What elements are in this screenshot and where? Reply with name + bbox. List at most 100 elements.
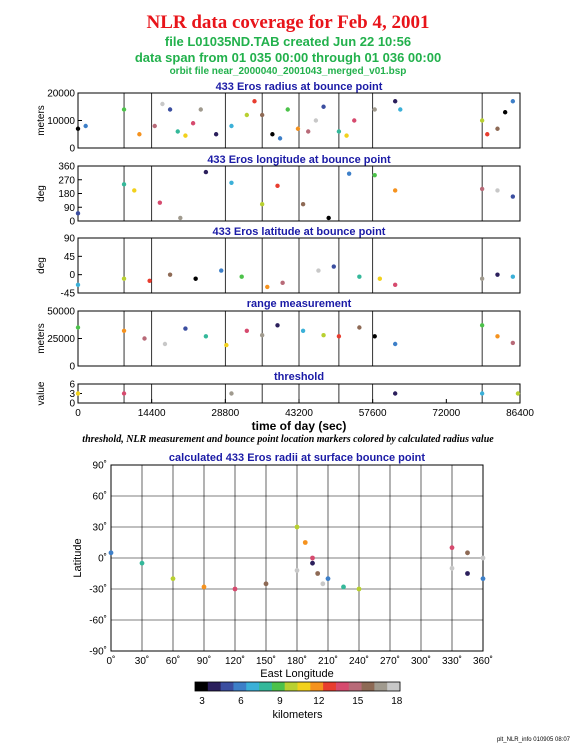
map-ytick-label-4: 30˚ xyxy=(93,522,107,534)
map-xtick-label-4: 120˚ xyxy=(225,655,245,667)
colorbar-tick-label-2: 9 xyxy=(277,696,283,707)
colorbar-swatch-11 xyxy=(335,682,350,691)
panel-5-ytick-label-1: 3 xyxy=(69,389,75,400)
panel-1-point-0-18 xyxy=(285,107,290,112)
panel-1-point-0-23 xyxy=(336,129,342,134)
panel-4-point-0-16 xyxy=(479,323,485,328)
panel-5-ytick-label-2: 6 xyxy=(69,380,75,391)
panel-1-point-0-33 xyxy=(510,99,516,104)
footer-stamp: plt_NLR_info 010905 08:07 xyxy=(496,737,570,743)
panel-1-point-0-25 xyxy=(352,118,357,123)
colorbar-tick-label-1: 6 xyxy=(238,696,244,707)
panel-1-point-0-24 xyxy=(344,133,349,138)
panel-2-point-0-3 xyxy=(157,200,163,205)
panel-3-point-0-13 xyxy=(392,282,398,288)
panel-4-point-0-6 xyxy=(224,342,229,348)
panel-1-point-0-26 xyxy=(372,107,377,112)
map-track-0-point-9 xyxy=(341,584,346,590)
panel-2-point-0-2 xyxy=(132,188,137,193)
panel-5-point-0-0 xyxy=(75,391,81,396)
map-xlabel: East Longitude xyxy=(260,668,333,680)
panel-3-point-0-1 xyxy=(121,276,127,281)
file-info: file L01035ND.TAB created Jun 22 10:56 xyxy=(164,34,412,49)
map-track-1-point-2 xyxy=(310,555,315,561)
panel-2-ytick-label-3: 270 xyxy=(58,175,75,186)
map-track-3-point-0 xyxy=(449,565,455,571)
map-track-1-point-3 xyxy=(315,571,321,576)
panel-5-point-0-5 xyxy=(515,391,521,396)
panel-1-point-0-12 xyxy=(229,123,234,129)
panel-3-point-0-7 xyxy=(265,284,270,290)
panel-1-ylabel: meters xyxy=(36,105,47,136)
panel-2-point-0-8 xyxy=(275,183,280,189)
map-track-0-point-2 xyxy=(170,576,176,582)
panel-3-ytick-label-0: -45 xyxy=(61,289,76,300)
panel-3-point-0-9 xyxy=(316,268,321,273)
panel-1-point-0-7 xyxy=(175,129,180,134)
panel-4-point-0-8 xyxy=(259,333,265,338)
colorbar-tick-label-3: 12 xyxy=(313,696,325,707)
colorbar-tick-label-4: 15 xyxy=(352,696,364,707)
map-track-2-point-0 xyxy=(449,545,455,551)
panel-4-ytick-label-2: 50000 xyxy=(47,307,75,318)
panel-4-ytick-label-0: 0 xyxy=(69,362,75,373)
map-track-0-point-1 xyxy=(139,560,145,566)
map-xtick-label-8: 240˚ xyxy=(349,655,369,667)
panel-title-5: threshold xyxy=(274,371,324,383)
map-track-2-point-2 xyxy=(480,555,486,561)
panel-1-ytick-label-1: 10000 xyxy=(47,116,75,127)
colorbar-tick-label-0: 3 xyxy=(199,696,205,707)
panel-2-ylabel: deg xyxy=(36,185,47,202)
panel-2-point-0-12 xyxy=(372,172,377,178)
figure-caption: threshold, NLR measurement and bounce po… xyxy=(82,434,494,445)
panel-3-point-0-11 xyxy=(357,274,362,279)
panel-title-4: range measurement xyxy=(247,298,352,310)
panel-4-point-0-13 xyxy=(357,325,362,330)
panel-4-ylabel: meters xyxy=(36,323,47,354)
map-xtick-label-12: 360˚ xyxy=(473,655,493,667)
panel-1-point-0-16 xyxy=(270,132,275,137)
panel-4-point-0-18 xyxy=(510,340,516,346)
panel-5-point-0-2 xyxy=(229,391,234,396)
panel-1-point-0-6 xyxy=(167,107,173,112)
panel-1-point-0-3 xyxy=(137,132,142,137)
map-track-0-point-5 xyxy=(263,581,269,587)
panel-4-point-0-15 xyxy=(392,341,398,347)
colorbar-swatch-7 xyxy=(284,682,298,691)
panel-5-ytick-label-0: 0 xyxy=(69,399,75,410)
map-track-0-point-3 xyxy=(201,584,207,590)
orbit-file-info: orbit file near_2000040_2001043_merged_v… xyxy=(169,66,407,77)
panel-4-point-0-17 xyxy=(495,334,500,339)
panel-2-point-0-11 xyxy=(346,171,352,176)
map-track-0-point-4 xyxy=(232,586,238,592)
panel-1-point-0-4 xyxy=(152,123,157,129)
panel-3-point-0-14 xyxy=(479,276,485,281)
map-xtick-label-11: 330˚ xyxy=(442,655,462,667)
panel-4-point-0-12 xyxy=(336,334,342,339)
panel-4-point-0-3 xyxy=(162,341,168,347)
panel-1-point-0-1 xyxy=(83,123,88,129)
panel-3-ylabel: deg xyxy=(36,257,47,274)
panel-2-point-0-5 xyxy=(203,169,209,175)
panel-5-point-0-3 xyxy=(392,391,398,396)
panel-2-point-0-13 xyxy=(392,188,398,193)
map-track-2-point-1 xyxy=(465,550,470,556)
panel-4-point-0-2 xyxy=(142,336,147,341)
colorbar-swatch-10 xyxy=(323,682,337,691)
map-track-0-point-7 xyxy=(310,560,315,566)
panel-1-point-0-15 xyxy=(259,112,265,118)
colorbar-swatch-6 xyxy=(271,682,286,691)
map-xtick-label-6: 180˚ xyxy=(287,655,307,667)
panel-3-point-0-15 xyxy=(495,272,500,277)
map-ytick-label-6: 90˚ xyxy=(93,460,107,472)
map-xtick-label-5: 150˚ xyxy=(256,655,276,667)
map-track-1-point-4 xyxy=(320,581,326,587)
panel-1-point-0-13 xyxy=(244,112,250,118)
panel-1-point-0-21 xyxy=(313,118,319,123)
panel-2-point-0-14 xyxy=(479,186,485,192)
map-track-0-point-10 xyxy=(356,586,362,592)
panel-5-point-0-1 xyxy=(121,391,127,396)
map-ytick-label-0: -90˚ xyxy=(89,646,107,658)
panel-1-point-0-29 xyxy=(479,118,485,123)
colorbar-swatch-14 xyxy=(374,682,388,691)
